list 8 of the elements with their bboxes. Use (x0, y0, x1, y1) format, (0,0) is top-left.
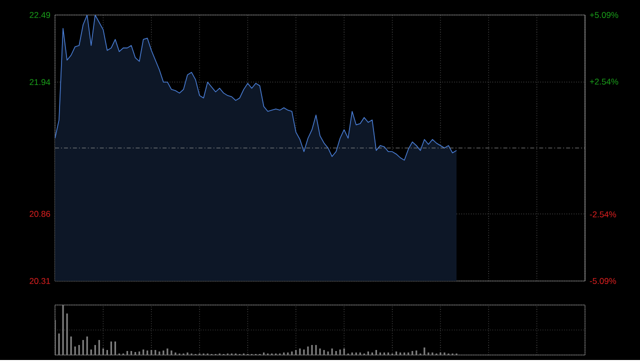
y2-tick-label: +2.54% (590, 78, 618, 85)
y2-tick-label: +5.09% (590, 12, 618, 18)
y-tick-label: 22.49 (30, 12, 50, 18)
y-tick-label: 21.94 (30, 79, 50, 86)
y2-tick-label: -5.09% (590, 278, 616, 284)
y-tick-label: 20.31 (30, 278, 50, 284)
y-tick-label: 20.86 (30, 210, 50, 217)
y2-tick-label: -2.54% (590, 211, 616, 218)
